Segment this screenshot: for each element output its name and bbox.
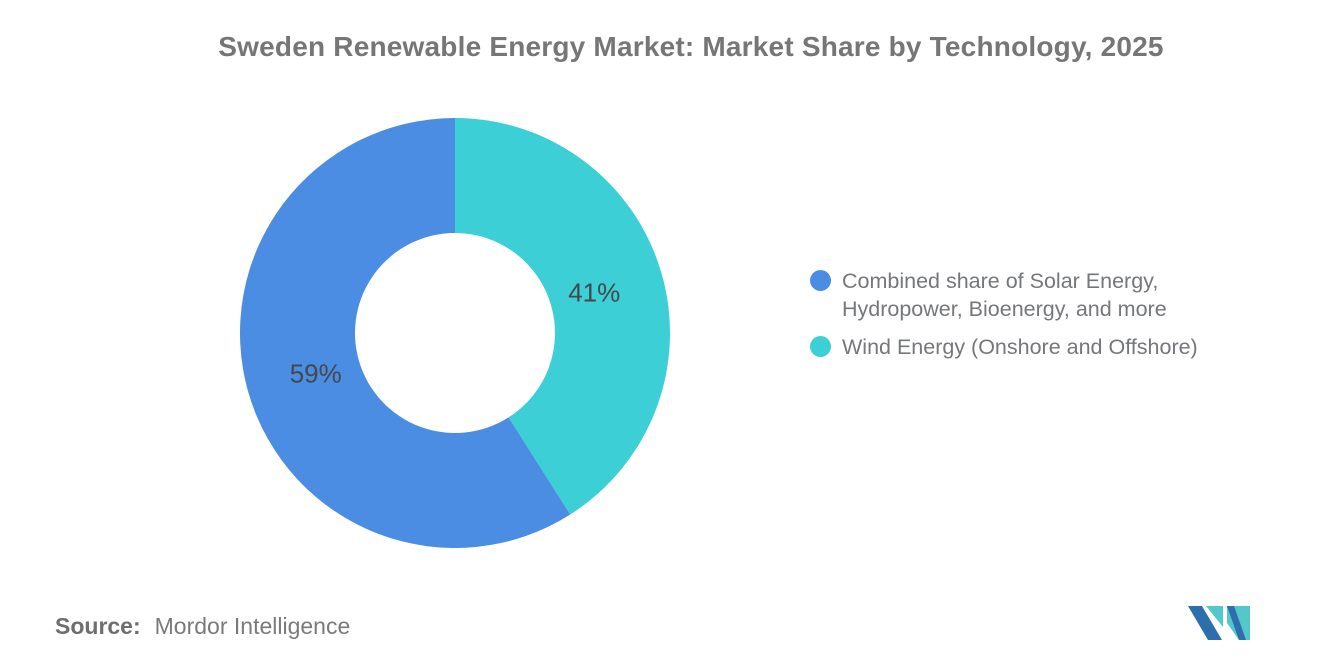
donut-slice xyxy=(239,118,571,548)
legend: Combined share of Solar Energy, Hydropowe… xyxy=(810,267,1198,361)
donut-chart: 41% 59% xyxy=(239,118,670,548)
logo-top-triangle xyxy=(1206,606,1223,627)
legend-swatch xyxy=(810,336,831,357)
slice-value-label: 41% xyxy=(568,278,620,308)
donut-slice xyxy=(455,118,670,515)
legend-item: Combined share of Solar Energy, Hydropowe… xyxy=(810,267,1198,323)
legend-item-label-line: Wind Energy (Onshore and Offshore) xyxy=(842,335,1198,359)
source-value: Mordor Intelligence xyxy=(154,613,351,639)
logo-right-band xyxy=(1227,606,1246,640)
chart-title: Sweden Renewable Energy Market: Market S… xyxy=(218,31,1164,62)
legend-item: Wind Energy (Onshore and Offshore) xyxy=(810,333,1198,361)
mordor-intelligence-logo xyxy=(1188,606,1250,640)
logo-left-band xyxy=(1188,606,1222,640)
source-note: Source: Mordor Intelligence xyxy=(55,613,350,640)
source-label: Source: xyxy=(55,613,141,639)
legend-item-label: Wind Energy (Onshore and Offshore) xyxy=(842,333,1198,361)
legend-swatch xyxy=(810,270,831,291)
legend-item-label-line: Combined share of Solar Energy, xyxy=(842,269,1159,293)
legend-item-label-line: Hydropower, Bioenergy, and more xyxy=(842,297,1167,321)
slice-value-label: 59% xyxy=(290,358,342,388)
legend-item-label: Combined share of Solar Energy, Hydropowe… xyxy=(842,267,1167,323)
